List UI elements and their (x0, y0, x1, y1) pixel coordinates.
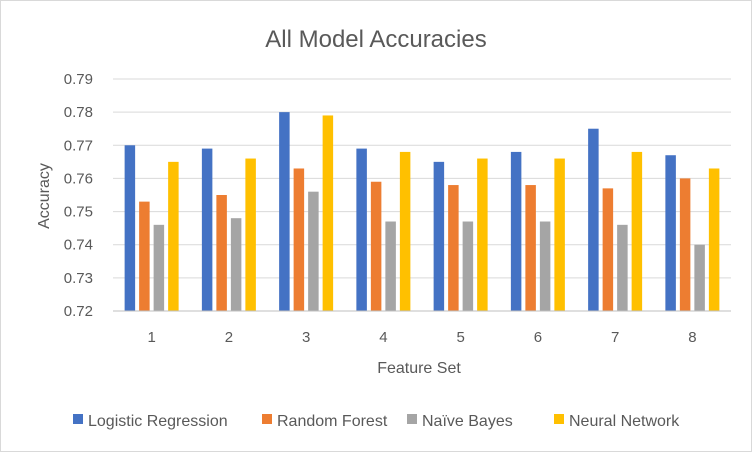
bar (216, 195, 227, 311)
legend-swatch (554, 414, 564, 424)
bar (617, 224, 628, 311)
bar (679, 178, 691, 311)
bar (153, 224, 165, 311)
bar (525, 185, 536, 311)
y-tick-label: 0.77 (64, 137, 93, 154)
x-axis-label: Feature Set (377, 360, 461, 377)
y-tick-label: 0.72 (64, 303, 93, 320)
x-tick-label: 5 (456, 329, 464, 346)
bar (385, 221, 396, 311)
bar (448, 185, 459, 311)
legend-label: Random Forest (277, 413, 388, 430)
bar (554, 158, 565, 311)
legend-swatch (73, 414, 83, 424)
gridlines (113, 78, 731, 279)
legend-item: Random Forest (262, 413, 388, 430)
bar (539, 221, 551, 311)
bar (124, 145, 136, 311)
bar (139, 201, 150, 311)
legend-item: Logistic Regression (73, 413, 228, 430)
bar (168, 161, 179, 311)
bar (322, 115, 334, 311)
x-tick-label: 6 (534, 329, 542, 346)
legend-label: Neural Network (569, 413, 680, 430)
chart-title: All Model Accuracies (265, 26, 486, 53)
y-tick-label: 0.74 (64, 237, 93, 254)
bar (370, 181, 382, 311)
legend-swatch (407, 414, 417, 424)
bar (201, 148, 213, 311)
x-axis-ticks: 1 2 3 4 5 6 7 8 (147, 329, 696, 346)
legend-label: Logistic Regression (88, 413, 228, 430)
bar (433, 161, 445, 311)
bar (293, 168, 305, 311)
legend: Logistic Regression Random Forest Naïve Ba… (73, 413, 680, 430)
bar (602, 188, 614, 311)
bars (124, 112, 720, 312)
legend-label: Naïve Bayes (422, 413, 513, 430)
bar (279, 112, 290, 312)
y-tick-label: 0.75 (64, 204, 93, 221)
y-axis-label: Accuracy (36, 163, 53, 229)
y-tick-label: 0.78 (64, 104, 93, 121)
bar (399, 151, 411, 311)
bar (477, 158, 488, 311)
x-tick-label: 3 (302, 329, 310, 346)
y-tick-label: 0.73 (64, 270, 93, 287)
x-tick-label: 2 (225, 329, 233, 346)
legend-item: Neural Network (554, 413, 680, 430)
y-tick-label: 0.76 (64, 170, 93, 187)
legend-item: Naïve Bayes (407, 413, 513, 430)
bar (356, 148, 367, 311)
bar (694, 244, 705, 311)
bar (308, 191, 319, 311)
x-tick-label: 1 (147, 329, 155, 346)
x-tick-label: 7 (611, 329, 619, 346)
y-tick-label: 0.79 (64, 71, 93, 88)
legend-swatch (262, 414, 272, 424)
bar (631, 151, 643, 311)
bar (708, 168, 720, 311)
bar (462, 221, 474, 311)
bar (588, 128, 599, 311)
x-tick-label: 8 (688, 329, 696, 346)
bar (245, 158, 256, 311)
bar (665, 155, 676, 311)
y-axis-ticks: 0.72 0.73 0.74 0.75 0.76 0.77 0.78 0.79 (64, 71, 93, 320)
bar (230, 218, 242, 311)
x-tick-label: 4 (379, 329, 387, 346)
bar (510, 151, 522, 311)
